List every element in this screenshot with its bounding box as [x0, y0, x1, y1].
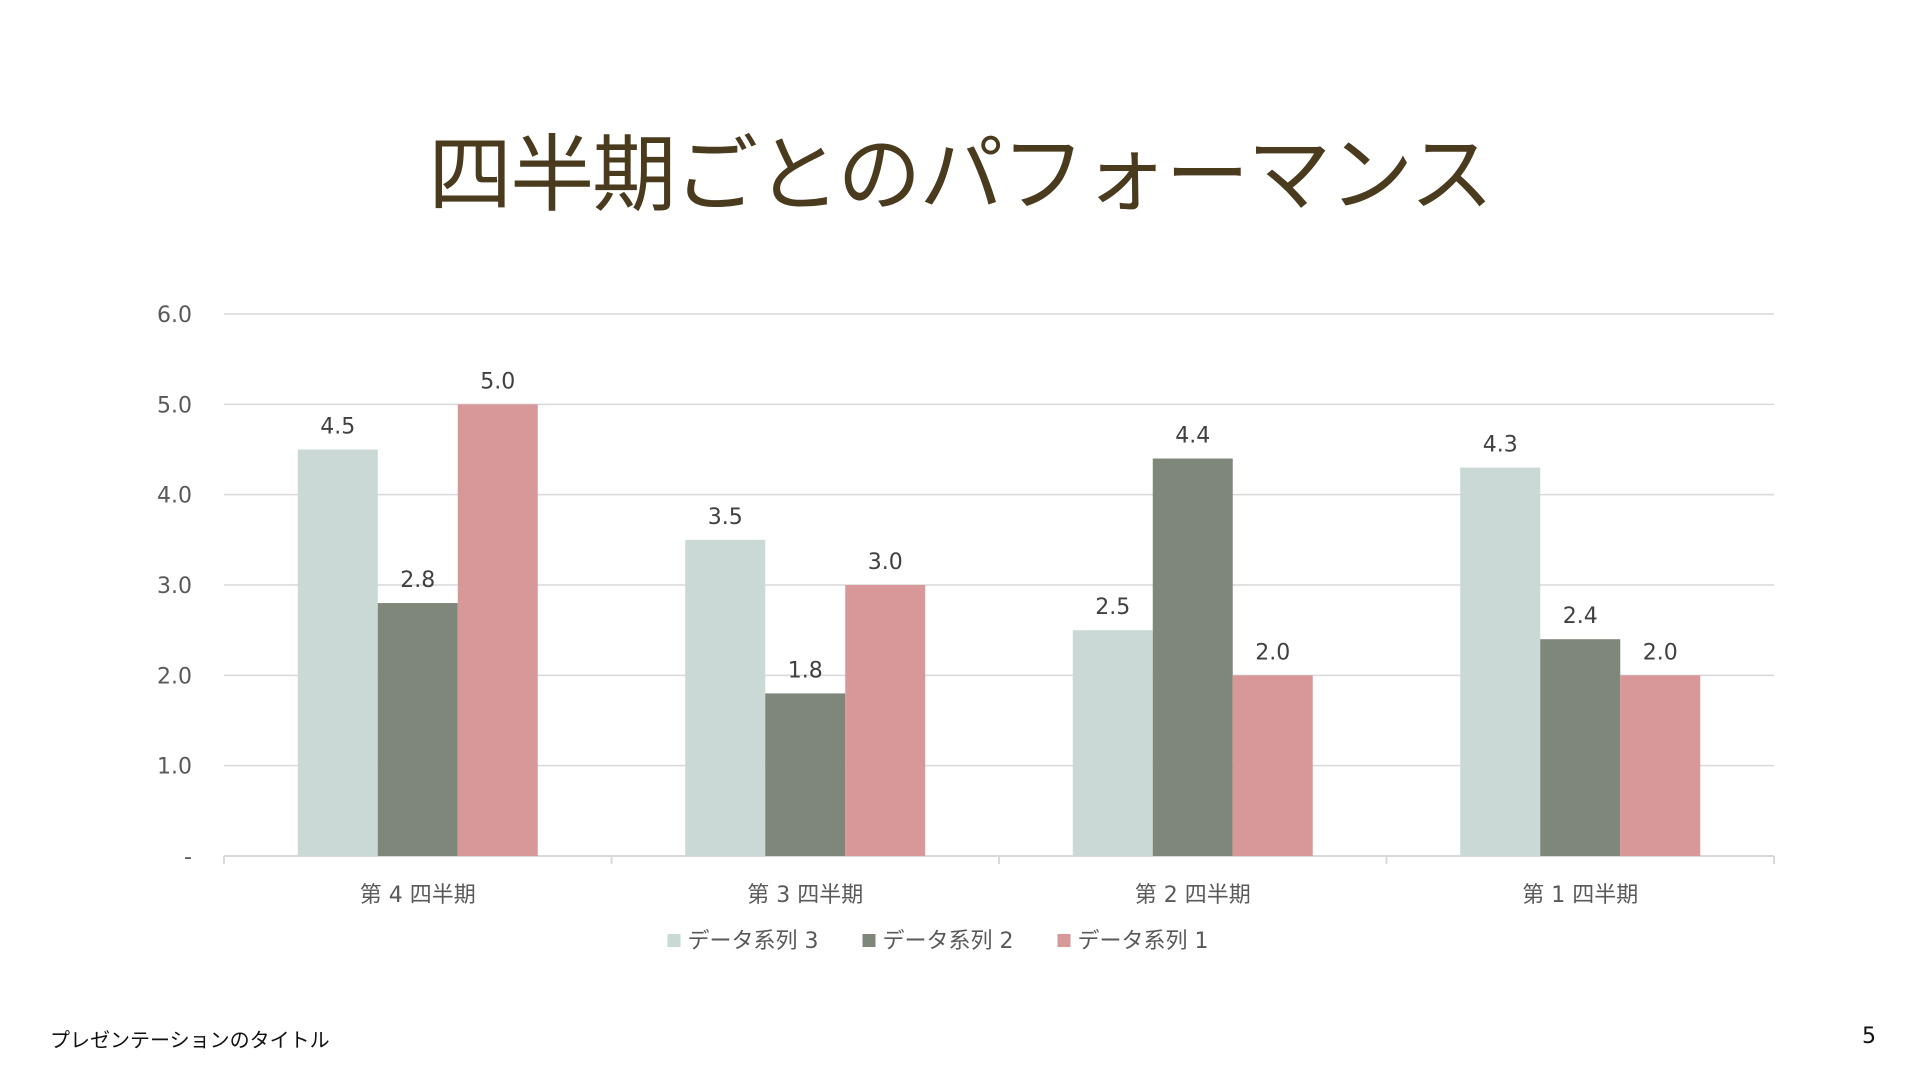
legend-swatch: [667, 934, 681, 947]
y-tick-label: 3.0: [157, 574, 192, 599]
slide-title: 四半期ごとのパフォーマンス: [428, 126, 1493, 224]
y-tick-label: 5.0: [157, 393, 192, 418]
bar: [1152, 458, 1233, 856]
page-number: 5: [1862, 1024, 1876, 1049]
data-label: 3.0: [868, 550, 903, 575]
bar-chart: - 1.0 2.0 3.0 4.0 5.0 6.0 4.5 2.8 5.0 第 4 四半期 3.5 1.…: [157, 303, 1775, 954]
bar: [1072, 630, 1153, 856]
y-tick-label: 4.0: [157, 484, 192, 509]
bar: [1460, 467, 1541, 856]
data-label: 4.3: [1483, 433, 1518, 458]
y-tick-label: 6.0: [157, 303, 192, 328]
y-tick-label: -: [184, 845, 192, 870]
data-label: 5.0: [480, 369, 515, 394]
bar: [845, 585, 926, 856]
bar: [1232, 675, 1313, 856]
data-label: 3.5: [708, 505, 743, 530]
x-tick-label: 第 4 四半期: [360, 883, 476, 908]
x-tick-label: 第 3 四半期: [747, 883, 863, 908]
data-label: 2.0: [1643, 640, 1678, 665]
legend-swatch: [862, 934, 876, 947]
data-label: 4.4: [1175, 424, 1210, 449]
data-label: 1.8: [788, 658, 823, 683]
legend-label: データ系列 2: [883, 929, 1014, 954]
bar: [297, 449, 378, 856]
bar: [1540, 639, 1621, 856]
bar: [377, 603, 458, 856]
bar: [685, 539, 766, 856]
legend-label: データ系列 3: [688, 929, 819, 954]
x-tick-label: 第 2 四半期: [1135, 883, 1251, 908]
x-tick-label: 第 1 四半期: [1522, 883, 1638, 908]
bar: [457, 404, 538, 856]
data-label: 2.4: [1563, 604, 1598, 629]
data-label: 2.0: [1255, 640, 1290, 665]
data-label: 2.5: [1095, 595, 1130, 620]
y-tick-label: 1.0: [157, 755, 192, 780]
y-tick-label: 2.0: [157, 664, 192, 689]
data-label: 2.8: [400, 568, 435, 593]
bar: [1620, 675, 1701, 856]
presentation-title-footer: プレゼンテーションのタイトル: [50, 1028, 330, 1052]
legend-label: データ系列 1: [1078, 929, 1209, 954]
legend-swatch: [1057, 934, 1071, 947]
bar: [765, 693, 846, 856]
data-label: 4.5: [320, 415, 355, 440]
